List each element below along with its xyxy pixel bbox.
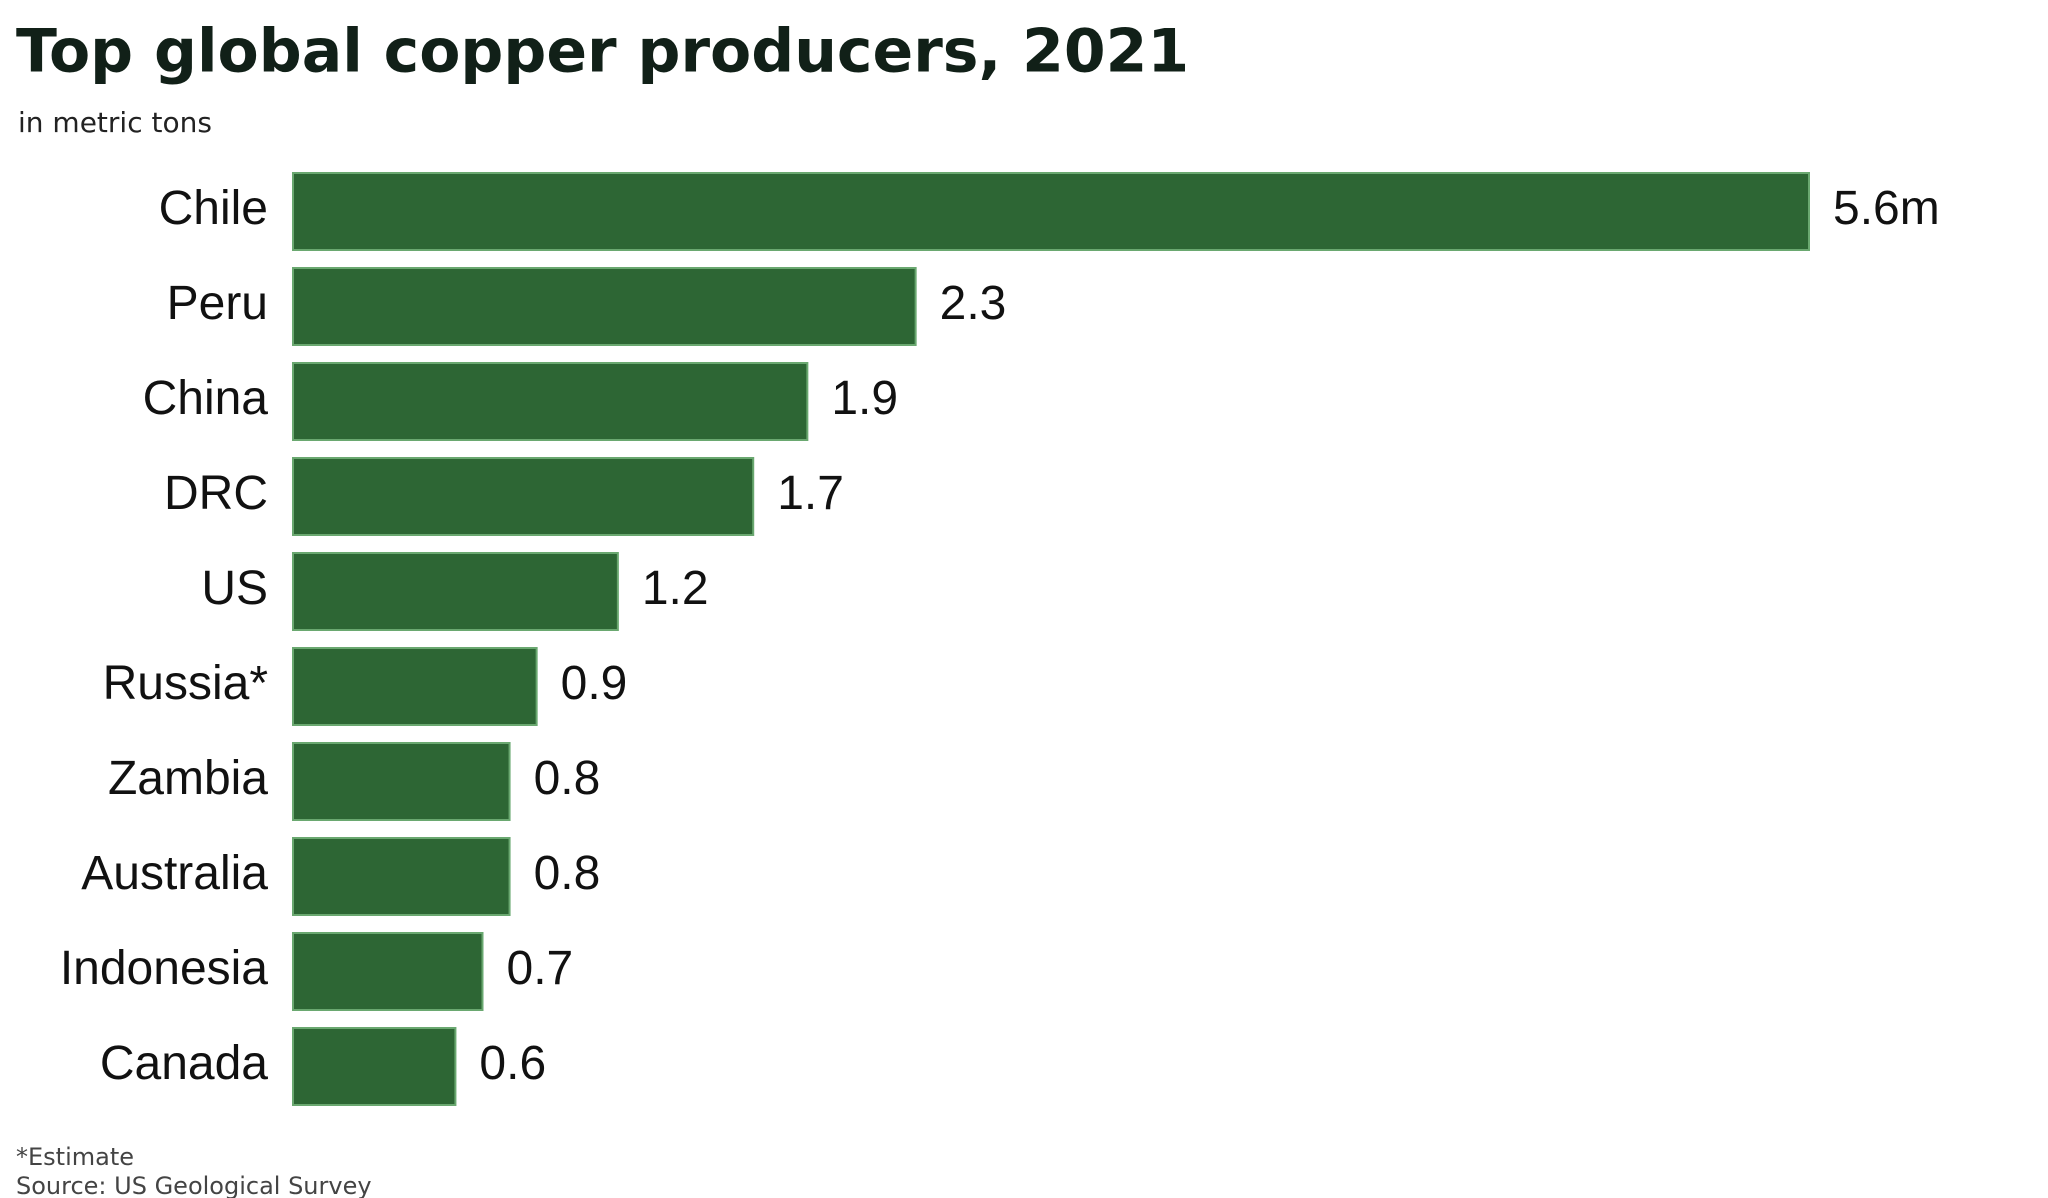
category-label: Australia [81,847,268,900]
value-label: 0.8 [534,847,601,900]
category-label: Indonesia [60,942,268,995]
source: Source: US Geological Survey [16,1172,372,1198]
value-label: 0.7 [507,942,574,995]
value-label: 0.8 [534,752,601,805]
bar [292,1027,457,1106]
value-label: 1.9 [831,372,898,425]
bar [292,267,917,346]
category-label: China [143,372,269,425]
value-label: 2.3 [940,277,1007,330]
bar [292,362,809,441]
bar [292,742,511,821]
value-label: 0.6 [479,1037,546,1090]
category-label: DRC [164,467,268,520]
value-label: 1.7 [777,467,844,520]
category-label: Peru [167,277,268,330]
bar [292,552,619,631]
category-label: Zambia [108,752,268,805]
category-label: US [201,562,268,615]
bar [292,932,484,1011]
bar [292,457,755,536]
footnote: *Estimate [16,1143,134,1171]
category-label: Canada [100,1037,268,1090]
chart-subtitle: in metric tons [18,106,212,139]
value-label: 5.6m [1833,182,1940,235]
category-label: Russia* [103,657,268,710]
value-label: 0.9 [561,657,628,710]
value-label: 1.2 [642,562,709,615]
bar [292,172,1810,251]
bar [292,837,511,916]
bar [292,647,538,726]
category-label: Chile [159,182,268,235]
chart-title: Top global copper producers, 2021 [16,17,1189,87]
